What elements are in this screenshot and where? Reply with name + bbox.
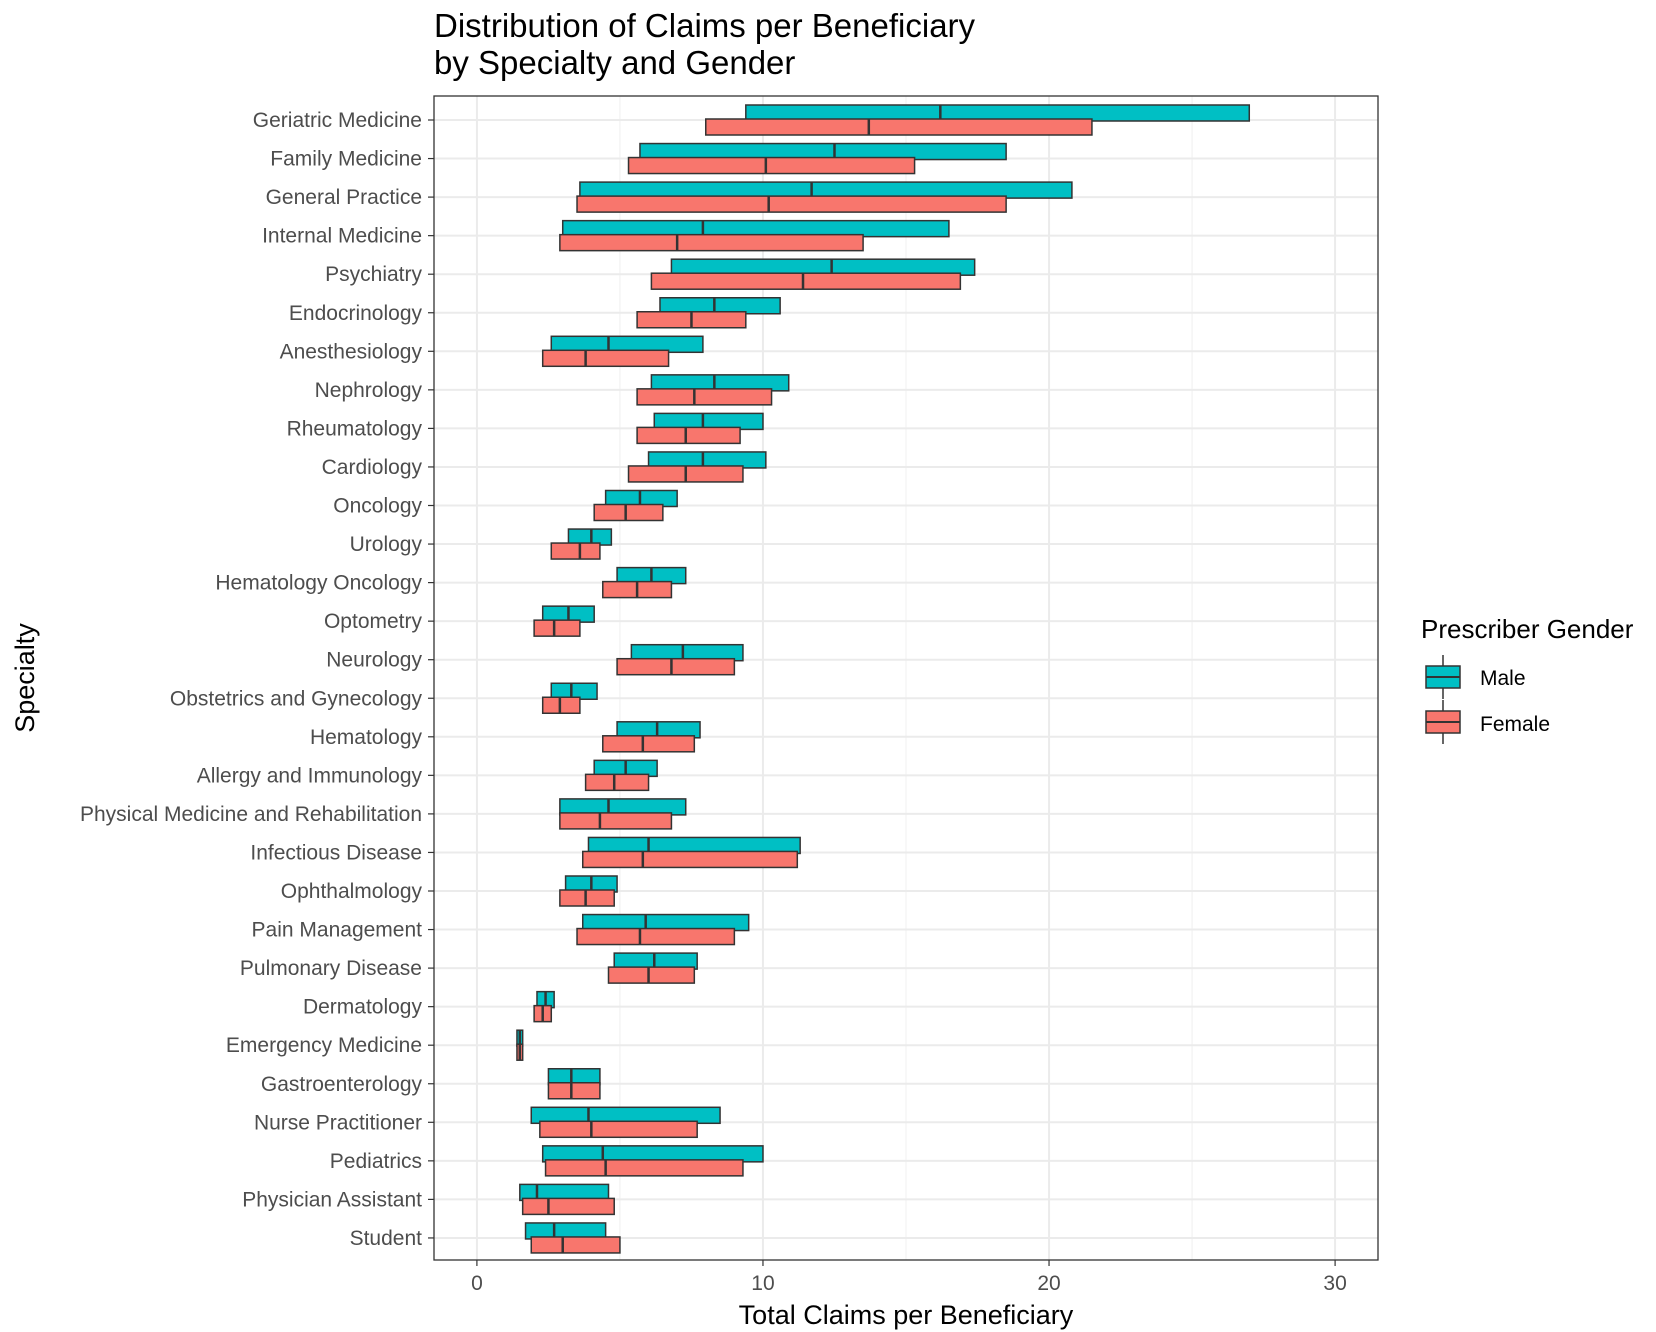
legend-label-male: Male [1480,667,1526,690]
box-female-geriatric-medicine [705,118,1093,136]
y-tick-label-endocrinology: Endocrinology [289,302,423,325]
x-axis: 0 10 20 30 [471,1260,1347,1295]
y-tick-label-physician-assistant: Physician Assistant [242,1188,422,1211]
box-female-ophthalmology [559,889,615,907]
x-tick-label-20: 20 [1037,1272,1060,1295]
y-axis: Geriatric Medicine Family Medicine General… [80,109,434,1250]
box-female-psychiatry [650,272,962,290]
box-female-pain-management [576,927,736,946]
y-tick-label-hematology: Hematology [310,726,423,749]
box-female-hematology [602,735,696,753]
box-female-rheumatology [636,426,741,445]
y-tick-label-optometry: Optometry [324,610,423,633]
y-tick-label-infectious-disease: Infectious Disease [250,841,422,864]
y-tick-label-anesthesiology: Anesthesiology [280,340,423,363]
box-female-student [530,1236,621,1254]
y-axis-title: Specialty [10,623,40,733]
chart-subtitle: by Specialty and Gender [434,44,795,81]
y-tick-label-hematology-oncology: Hematology Oncology [215,572,422,595]
y-tick-label-psychiatry: Psychiatry [325,263,422,286]
box-female-oncology [593,503,664,522]
y-tick-label-dermatology: Dermatology [303,996,423,1019]
box-female-obstetrics-and-gynecology [541,696,581,714]
y-tick-label-cardiology: Cardiology [322,456,423,479]
box-female-gastroenterology [547,1082,601,1100]
y-tick-label-ophthalmology: Ophthalmology [281,880,423,903]
box-female-pulmonary-disease [607,966,696,984]
y-tick-label-pulmonary-disease: Pulmonary Disease [240,957,422,980]
y-tick-label-geriatric-medicine: Geriatric Medicine [253,109,422,132]
box-female-pediatrics [544,1159,744,1177]
y-tick-label-oncology: Oncology [333,495,422,518]
box-female-physical-medicine-and-rehabilitation [559,812,673,830]
x-tick-label-30: 30 [1323,1272,1346,1295]
box-female-nephrology [636,388,773,406]
box-female-family-medicine [627,156,916,175]
box-female-general-practice [576,195,1007,213]
y-tick-label-physical-medicine-and-rehabilitation: Physical Medicine and Rehabilitation [80,803,422,826]
y-tick-label-neurology: Neurology [326,649,422,672]
box-female-allergy-and-immunology [584,773,650,792]
legend-keys [1425,655,1461,744]
box-female-physician-assistant [521,1197,615,1216]
y-tick-label-general-practice: General Practice [266,186,422,209]
y-tick-label-internal-medicine: Internal Medicine [262,225,422,248]
box-female-anesthesiology [541,349,670,368]
y-tick-label-allergy-and-immunology: Allergy and Immunology [197,764,423,787]
y-tick-label-nephrology: Nephrology [315,379,423,402]
y-tick-label-obstetrics-and-gynecology: Obstetrics and Gynecology [170,687,423,710]
chart-title: Distribution of Claims per Beneficiary [434,7,976,44]
x-tick-label-0: 0 [471,1272,483,1295]
plot-border [433,95,1379,1261]
legend: Prescriber Gender Male Female [1421,614,1634,744]
box-female-infectious-disease [582,850,799,869]
box-female-nurse-practitioner [539,1120,698,1139]
box-female-internal-medicine [559,233,864,252]
box-female-optometry [533,619,581,637]
y-tick-label-nurse-practitioner: Nurse Practitioner [254,1111,422,1134]
y-tick-label-rheumatology: Rheumatology [287,417,423,440]
y-tick-label-urology: Urology [350,533,423,556]
box-female-neurology [616,657,736,676]
box-layer [516,104,1251,1254]
y-tick-label-pediatrics: Pediatrics [330,1150,422,1173]
box-female-urology [550,542,601,560]
y-tick-label-emergency-medicine: Emergency Medicine [226,1034,422,1057]
y-tick-label-family-medicine: Family Medicine [270,148,422,171]
y-tick-label-student: Student [350,1227,423,1250]
y-tick-label-pain-management: Pain Management [252,919,423,942]
x-axis-title: Total Claims per Beneficiary [739,1300,1074,1330]
x-tick-label-10: 10 [751,1272,774,1295]
legend-title: Prescriber Gender [1421,614,1634,644]
legend-label-female: Female [1480,713,1550,736]
y-tick-label-gastroenterology: Gastroenterology [261,1073,423,1096]
